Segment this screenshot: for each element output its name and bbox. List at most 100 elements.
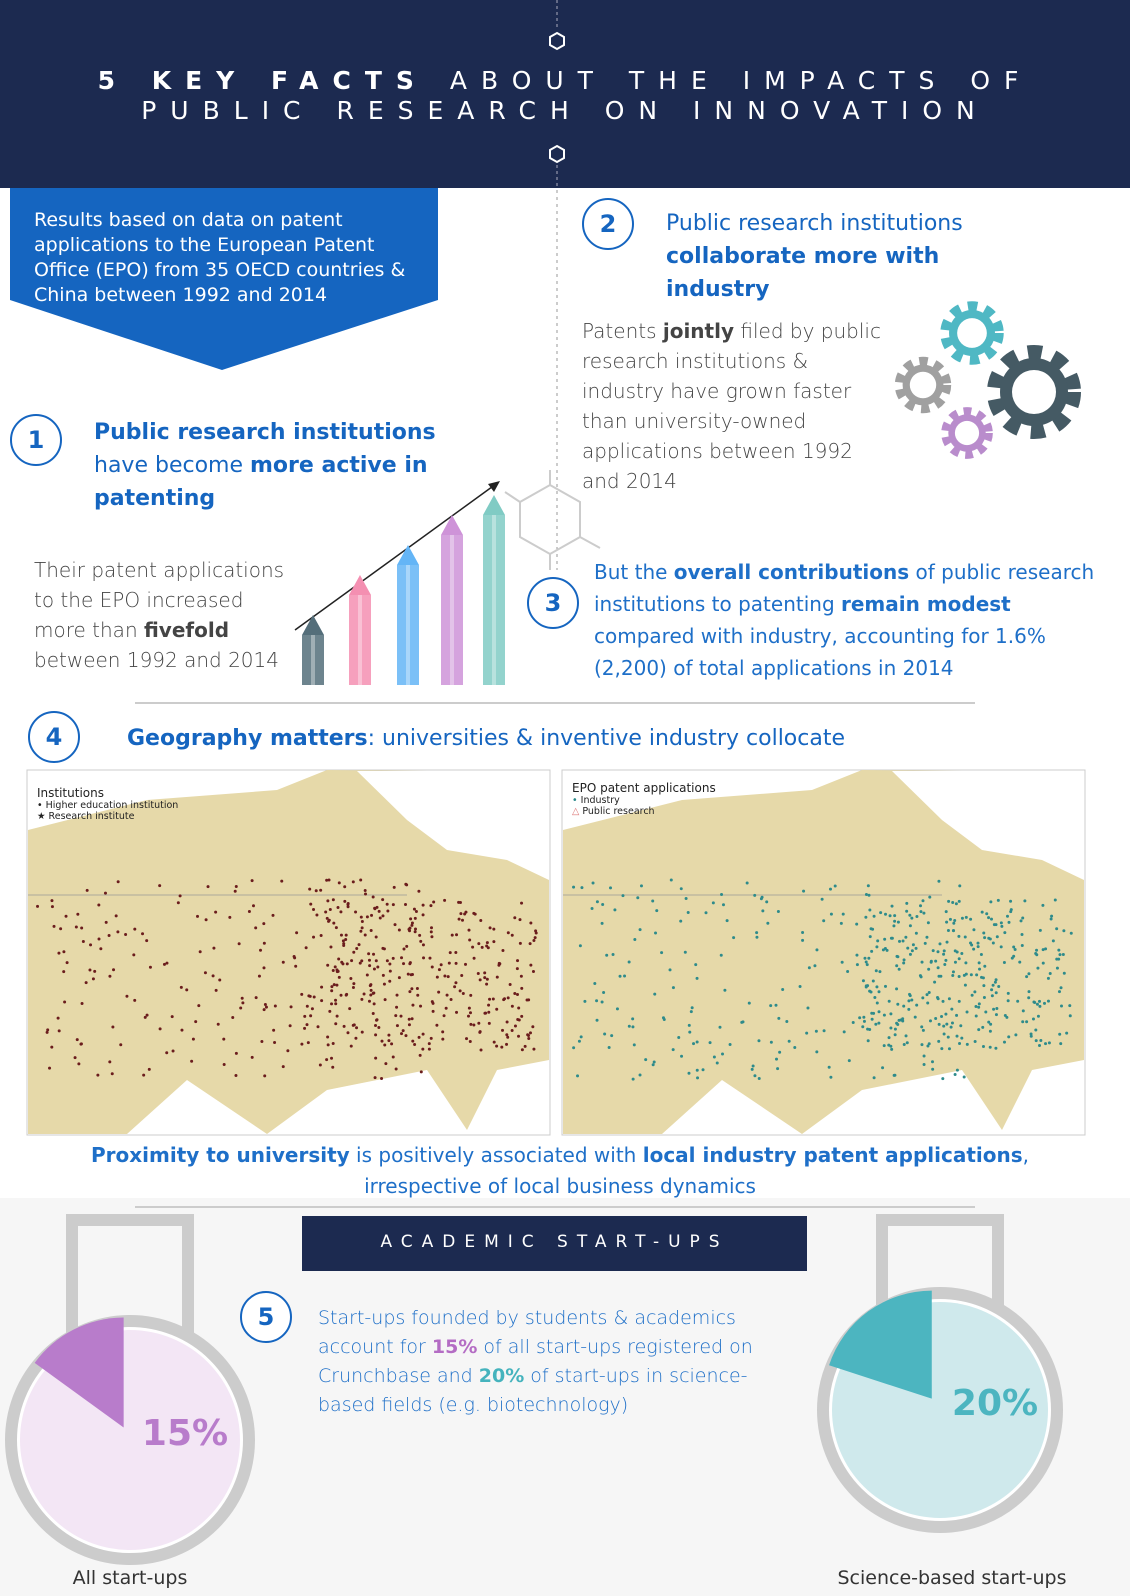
fact-body: Their patent applications to the EPO inc… bbox=[34, 555, 299, 675]
map-dot bbox=[704, 911, 708, 915]
map-dot bbox=[394, 1067, 398, 1071]
map-dot bbox=[1065, 1031, 1069, 1035]
map-dot bbox=[373, 1076, 377, 1080]
map-dot bbox=[306, 1041, 310, 1045]
map-dot bbox=[241, 1001, 245, 1005]
fact-body: Patents jointly filed by public research… bbox=[582, 316, 882, 496]
map-dot bbox=[1048, 972, 1052, 976]
map-dot bbox=[532, 939, 536, 943]
map-dot bbox=[260, 1039, 264, 1043]
map-dot bbox=[618, 974, 622, 978]
map-dot bbox=[62, 950, 66, 954]
map-title: Institutions bbox=[37, 786, 104, 800]
map-dot bbox=[893, 919, 897, 923]
map-dot bbox=[252, 904, 256, 908]
map-dot bbox=[631, 1077, 635, 1081]
map-dot bbox=[989, 917, 993, 921]
map-dot bbox=[877, 1010, 881, 1014]
text-run: have become bbox=[94, 453, 250, 478]
map-dot bbox=[466, 1014, 470, 1018]
map-dot bbox=[759, 897, 763, 901]
map-dot bbox=[1053, 898, 1057, 902]
text-run: is positively associated with bbox=[349, 1143, 643, 1167]
map-dot bbox=[254, 996, 258, 1000]
map-dot bbox=[662, 1018, 666, 1022]
map-dot bbox=[871, 979, 875, 983]
map-dot bbox=[312, 907, 316, 911]
text-run: But the bbox=[594, 560, 674, 584]
map-dot bbox=[942, 949, 946, 953]
map-dot bbox=[1035, 1002, 1039, 1006]
map-dot bbox=[999, 945, 1003, 949]
map-dot bbox=[116, 880, 120, 884]
map-dot bbox=[980, 910, 984, 914]
map-dot bbox=[1037, 999, 1041, 1003]
map-dot bbox=[994, 1013, 998, 1017]
map-dot bbox=[344, 933, 348, 937]
map-dot bbox=[404, 1034, 408, 1038]
map-dot bbox=[429, 926, 433, 930]
map-dot bbox=[1046, 976, 1050, 980]
map-dot bbox=[680, 1054, 684, 1058]
map-dot bbox=[633, 938, 637, 942]
map-dot bbox=[1027, 996, 1031, 1000]
intro-text: Results based on data on patent applicat… bbox=[34, 209, 406, 306]
map-dot bbox=[374, 1023, 378, 1027]
map-dot bbox=[695, 1068, 699, 1072]
map-dot bbox=[987, 916, 991, 920]
map-dot bbox=[822, 919, 826, 923]
map-dot bbox=[937, 879, 941, 883]
map-dot bbox=[341, 939, 345, 943]
map-dot bbox=[981, 1025, 985, 1029]
map-dot bbox=[421, 903, 425, 907]
map-dot bbox=[905, 909, 909, 913]
legend-text: Research institute bbox=[48, 811, 135, 822]
map-dot bbox=[905, 1041, 909, 1045]
map-dot bbox=[1027, 972, 1031, 976]
map-dot bbox=[872, 1011, 876, 1015]
map-dot bbox=[515, 992, 519, 996]
map-dot bbox=[332, 983, 336, 987]
map-dot bbox=[212, 946, 216, 950]
pie-value-label: 20% bbox=[952, 1383, 1038, 1424]
map-dot bbox=[901, 1017, 905, 1021]
fact-number: 5 bbox=[240, 1291, 292, 1343]
map-dot bbox=[712, 1055, 716, 1059]
map-dot bbox=[687, 1071, 691, 1075]
map-dot bbox=[337, 957, 341, 961]
map-dot bbox=[143, 1015, 147, 1019]
map-dot bbox=[218, 978, 222, 982]
map-dot bbox=[48, 1066, 52, 1070]
map-dot bbox=[938, 942, 942, 946]
map-dot bbox=[533, 936, 537, 940]
map-dot bbox=[1035, 948, 1039, 952]
map-dot bbox=[257, 974, 261, 978]
map-dot bbox=[250, 1055, 254, 1059]
gear-hole bbox=[909, 371, 937, 399]
map-dot bbox=[359, 929, 363, 933]
map-dot bbox=[459, 912, 463, 916]
map-dot bbox=[875, 985, 879, 989]
map-dot bbox=[613, 908, 617, 912]
map-dot bbox=[315, 913, 319, 917]
map-dot bbox=[348, 1007, 352, 1011]
map-dot bbox=[397, 928, 401, 932]
map-dot bbox=[769, 1004, 773, 1008]
map-dot bbox=[324, 910, 328, 914]
map-dot bbox=[214, 988, 218, 992]
pencil-tip bbox=[302, 615, 324, 635]
map-dot bbox=[262, 1008, 266, 1012]
map-dot bbox=[372, 1002, 376, 1006]
map-dot bbox=[806, 1006, 810, 1010]
map-dot bbox=[487, 1021, 491, 1025]
map-dot bbox=[972, 947, 976, 951]
map-dot bbox=[951, 900, 955, 904]
map-dot bbox=[108, 1060, 112, 1064]
pencil-tip bbox=[397, 545, 419, 565]
map-dot bbox=[505, 1033, 509, 1037]
map-dot bbox=[919, 910, 923, 914]
map-dot bbox=[312, 935, 316, 939]
map-dot bbox=[944, 910, 948, 914]
map-dot bbox=[385, 902, 389, 906]
